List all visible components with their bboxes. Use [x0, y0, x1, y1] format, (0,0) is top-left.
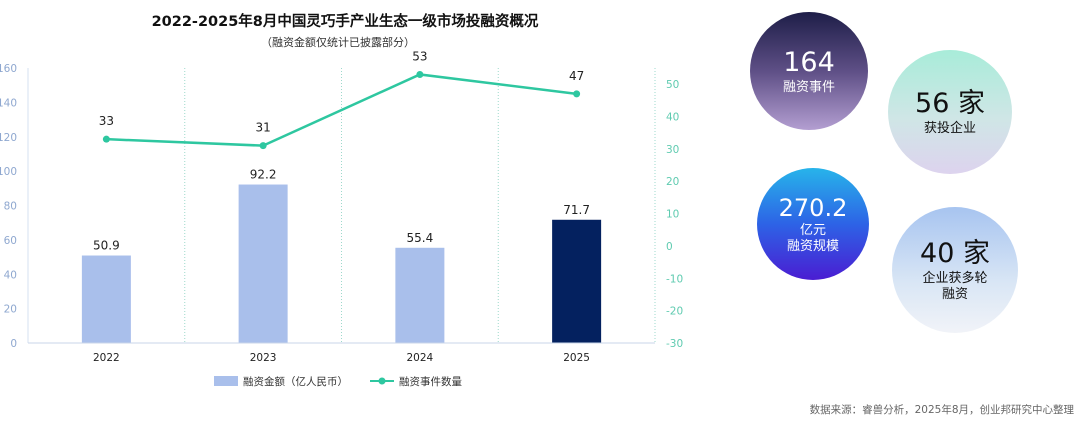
line-value-label: 31 — [255, 121, 270, 135]
stat-circle-companies: 56 家 获投企业 — [888, 50, 1012, 174]
y-right-tick-label: -10 — [666, 273, 683, 285]
bar — [552, 219, 602, 343]
chart-title: 2022-2025年8月中国灵巧手产业生态一级市场投融资概况 — [152, 12, 539, 30]
y-right-tick-label: 10 — [666, 209, 679, 221]
bar — [81, 255, 131, 343]
legend: 融资金额（亿人民币） 融资事件数量 — [214, 375, 462, 388]
y-right-tick-label: 40 — [666, 112, 679, 124]
y-left-tick-label: 60 — [4, 235, 17, 247]
line-value-label: 53 — [412, 49, 427, 63]
y-left-tick-label: 40 — [4, 269, 17, 281]
line-series: 33 31 53 47 — [99, 49, 584, 150]
y-left-tick-label: 100 — [0, 166, 17, 178]
y-left-tick-label: 140 — [0, 97, 17, 109]
stat-circle-amount: 270.2 亿元 融资规模 — [757, 168, 869, 280]
bar — [395, 247, 445, 343]
y-left-tick-label: 120 — [0, 132, 17, 144]
stat-circle-events: 164 融资事件 — [750, 12, 868, 130]
x-tick-label: 2023 — [250, 352, 277, 364]
y-right-tick-label: -20 — [666, 306, 683, 318]
y-right-tick-label: 30 — [666, 144, 679, 156]
stat-companies-label: 获投企业 — [923, 120, 976, 136]
legend-line-marker — [378, 377, 386, 385]
axes: 0 20 40 60 80 100 120 140 160 -30 -20 -10 0 10 20 30 40 5… — [0, 63, 683, 364]
grid — [184, 68, 499, 343]
stat-circle-multiround: 40 家 企业获多轮 融资 — [892, 207, 1018, 333]
line-point — [573, 90, 581, 98]
stat-multiround-label-2: 融资 — [941, 286, 968, 302]
stat-events-label: 融资事件 — [782, 79, 835, 95]
x-tick-label: 2022 — [93, 352, 120, 364]
x-tick-label: 2024 — [407, 352, 434, 364]
stat-amount-label: 融资规模 — [786, 239, 839, 254]
y-right-tick-label: -30 — [666, 338, 683, 350]
stat-companies-value: 56 家 — [915, 88, 985, 119]
legend-bar-label: 融资金额（亿人民币） — [243, 375, 348, 388]
y-left-tick-label: 20 — [4, 304, 17, 316]
bar-value-label: 50.9 — [93, 239, 120, 253]
legend-line-label: 融资事件数量 — [399, 375, 462, 388]
y-right-tick-label: 20 — [666, 176, 679, 188]
chart: 2022-2025年8月中国灵巧手产业生态一级市场投融资概况 （融资金额仅统计已… — [0, 12, 683, 388]
line-point — [102, 135, 110, 143]
bar — [238, 184, 288, 343]
x-tick-label: 2025 — [563, 352, 590, 364]
stat-amount-value: 270.2 — [778, 193, 848, 222]
y-left-tick-label: 0 — [10, 338, 17, 350]
bar-value-label: 92.2 — [250, 168, 277, 182]
stat-events-value: 164 — [783, 47, 835, 78]
y-left-tick-label: 160 — [0, 63, 17, 75]
stat-amount-unit: 亿元 — [799, 222, 826, 238]
line-point — [259, 142, 267, 150]
stat-multiround-value: 40 家 — [920, 237, 990, 269]
line-value-label: 47 — [569, 69, 584, 83]
line-value-label: 33 — [99, 114, 114, 128]
bars: 50.9 92.2 55.4 71.7 — [81, 168, 602, 343]
y-right-tick-label: 50 — [666, 79, 679, 91]
bar-value-label: 55.4 — [407, 231, 434, 245]
y-left-tick-label: 80 — [4, 201, 17, 213]
chart-subtitle: （融资金额仅统计已披露部分） — [261, 35, 415, 49]
legend-bar-swatch — [214, 376, 238, 386]
source-note: 数据来源：睿兽分析，2025年8月，创业邦研究中心整理 — [809, 404, 1074, 416]
line-point — [416, 70, 424, 78]
bar-value-label: 71.7 — [563, 203, 590, 217]
y-right-tick-label: 0 — [666, 241, 673, 253]
stat-multiround-label-1: 企业获多轮 — [922, 270, 988, 286]
line-path — [106, 73, 577, 147]
